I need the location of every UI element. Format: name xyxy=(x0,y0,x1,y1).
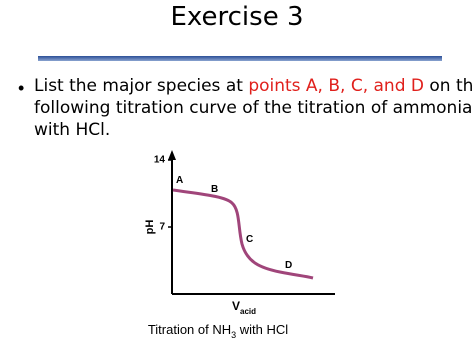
x-label-sub: acid xyxy=(240,307,256,316)
point-label: C xyxy=(246,234,253,245)
text: on the xyxy=(429,76,474,96)
divider xyxy=(38,56,442,61)
caption: Titration of NH3 with HCl xyxy=(148,322,288,340)
caption-sub: 3 xyxy=(231,330,236,340)
point-label: B xyxy=(211,184,218,195)
bullet-line: following titration curve of the titrati… xyxy=(34,98,473,118)
point-label: A xyxy=(176,175,183,186)
x-label: Vacid xyxy=(232,299,256,316)
highlight: points A, B, C, and D xyxy=(248,76,424,96)
x-label-main: V xyxy=(232,299,240,313)
y-label: pH xyxy=(144,220,156,235)
point-label: D xyxy=(285,260,292,271)
bullet-dot: • xyxy=(18,78,24,98)
y-tick-label: 7 xyxy=(159,222,165,233)
caption-end: with HCl xyxy=(236,322,288,337)
bullet-line: List the major species at points A, B, C… xyxy=(34,76,474,96)
y-arrow xyxy=(168,150,176,160)
text: List the major species at xyxy=(34,76,249,96)
caption-main: Titration of NH xyxy=(148,322,231,337)
bullet-line: with HCl. xyxy=(34,120,111,140)
y-tick-label: 14 xyxy=(154,155,166,166)
titration-curve xyxy=(172,188,314,280)
title: Exercise 3 xyxy=(170,2,304,32)
